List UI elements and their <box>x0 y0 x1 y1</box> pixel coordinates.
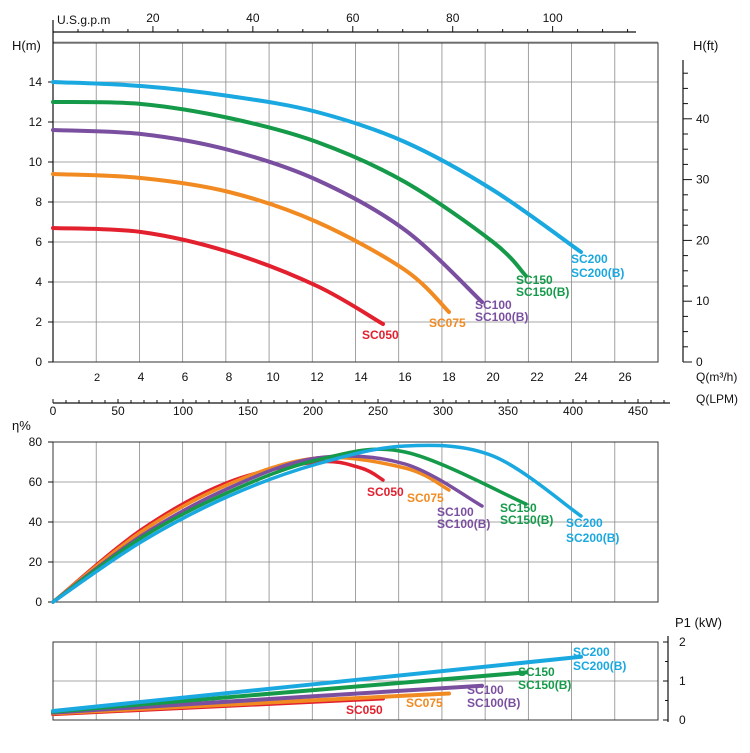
power-label-sc200: SC200 <box>573 645 610 659</box>
head-tick-label: 2 <box>35 315 42 329</box>
head-curve-sc200 <box>51 80 583 254</box>
power-tick-label: 0 <box>679 713 686 727</box>
lpm-tick-label: 350 <box>498 404 518 418</box>
head-label-sc200: SC200(B) <box>571 266 624 280</box>
head-label-sc100: SC100(B) <box>475 310 528 324</box>
head-label-sc100: SC100 <box>475 298 512 312</box>
head-tick-label: 14 <box>29 75 43 89</box>
power-label-sc075: SC075 <box>406 696 443 710</box>
eff-axis-title: η% <box>12 418 31 433</box>
lpm-tick-label: 200 <box>303 404 323 418</box>
m3h-tick-label: 2 <box>94 372 100 384</box>
head-tick-label: 12 <box>29 115 43 129</box>
m3h-tick-label: 22 <box>530 370 544 384</box>
m3h-tick-label: 14 <box>354 370 368 384</box>
ft-tick-label: 0 <box>696 355 703 369</box>
ft-tick-label: 10 <box>696 294 710 308</box>
gpm-tick-label: 40 <box>246 11 260 25</box>
head-label-sc150: SC150 <box>516 273 553 287</box>
power-curve-sc150 <box>51 670 528 714</box>
eff-curve-sc100 <box>51 454 484 604</box>
head-label-sc050: SC050 <box>362 328 399 342</box>
power-label-sc150: SC150(B) <box>518 678 571 692</box>
eff-tick-label: 0 <box>35 595 42 609</box>
m3h-tick-label: 18 <box>442 370 456 384</box>
power-label-sc050: SC050 <box>346 703 383 717</box>
eff-label-sc100: SC100(B) <box>437 517 490 531</box>
eff-label-sc150: SC150 <box>500 501 537 515</box>
head-tick-label: 10 <box>29 155 43 169</box>
power-tick-label: 1 <box>679 674 686 688</box>
eff-label-sc200: SC200(B) <box>566 531 619 545</box>
m3h-axis-title: Q(m³/h) <box>696 370 737 384</box>
head-label-sc200: SC200 <box>571 252 608 266</box>
eff-tick-label: 20 <box>29 555 43 569</box>
lpm-tick-label: 150 <box>238 404 258 418</box>
eff-label-sc150: SC150(B) <box>500 513 553 527</box>
eff-curve-sc050 <box>51 459 385 604</box>
power-axis-title: P1 (kW) <box>675 615 722 630</box>
lpm-tick-label: 0 <box>50 404 57 418</box>
lpm-tick-label: 300 <box>433 404 453 418</box>
head-axis-title: H(m) <box>12 38 41 53</box>
power-label-sc100: SC100(B) <box>467 696 520 710</box>
power-plot-frame <box>52 641 659 721</box>
gpm-tick-label: 100 <box>543 11 563 25</box>
m3h-tick-label: 20 <box>486 370 500 384</box>
eff-curve-sc200 <box>51 443 583 604</box>
head-label-sc075: SC075 <box>429 316 466 330</box>
head-curve-sc075 <box>51 172 451 314</box>
eff-tick-label: 40 <box>29 515 43 529</box>
lpm-tick-label: 100 <box>173 404 193 418</box>
m3h-tick-label: 8 <box>226 370 233 384</box>
head-label-sc150: SC150(B) <box>516 285 569 299</box>
lpm-tick-label: 50 <box>111 404 125 418</box>
head-curve-sc150 <box>51 100 528 278</box>
lpm-axis-title: Q(LPM) <box>696 392 738 406</box>
power-label-sc150: SC150 <box>518 665 555 679</box>
m3h-tick-label: 6 <box>182 370 189 384</box>
eff-label-sc050: SC050 <box>367 485 404 499</box>
lpm-tick-label: 250 <box>368 404 388 418</box>
m3h-tick-label: 24 <box>574 370 588 384</box>
gpm-tick-label: 20 <box>146 11 160 25</box>
gpm-axis-label: U.S.g.p.m <box>57 13 110 27</box>
eff-curve-sc150 <box>51 447 528 604</box>
head-tick-label: 4 <box>35 275 42 289</box>
ft-tick-label: 20 <box>696 233 710 247</box>
gpm-tick-label: 80 <box>446 11 460 25</box>
eff-label-sc200: SC200 <box>566 516 603 530</box>
m3h-tick-label: 4 <box>138 370 145 384</box>
head-tick-label: 6 <box>35 235 42 249</box>
m3h-tick-label: 12 <box>310 370 324 384</box>
eff-tick-label: 80 <box>29 435 43 449</box>
eff-tick-label: 60 <box>29 475 43 489</box>
power-tick-label: 2 <box>679 635 686 649</box>
head-curve-sc050 <box>51 226 385 326</box>
eff-label-sc100: SC100 <box>437 505 474 519</box>
ft-axis-title: H(ft) <box>693 38 718 53</box>
lpm-tick-label: 450 <box>628 404 648 418</box>
power-label-sc100: SC100 <box>467 683 504 697</box>
m3h-tick-label: 26 <box>618 370 632 384</box>
gpm-tick-label: 60 <box>346 11 360 25</box>
head-curve-sc100 <box>51 128 484 304</box>
head-tick-label: 0 <box>35 355 42 369</box>
ft-tick-label: 40 <box>696 112 710 126</box>
head-tick-label: 8 <box>35 195 42 209</box>
lpm-tick-label: 400 <box>563 404 583 418</box>
eff-label-sc075: SC075 <box>407 491 444 505</box>
m3h-tick-label: 10 <box>266 370 280 384</box>
power-label-sc200: SC200(B) <box>573 659 626 673</box>
eff-curve-sc075 <box>51 455 451 604</box>
ft-tick-label: 30 <box>696 173 710 187</box>
power-curve-sc200 <box>51 654 583 713</box>
m3h-tick-label: 16 <box>398 370 412 384</box>
